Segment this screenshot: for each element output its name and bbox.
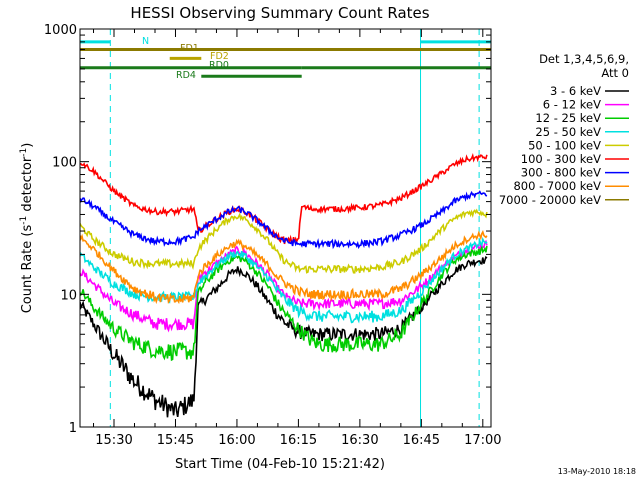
y-tick-label-3: 100 [52, 156, 77, 171]
time-markers [80, 29, 480, 427]
legend-label-1: 3 - 6 keV [550, 84, 601, 98]
x-axis-label: Start Time (04-Feb-10 15:21:42) [175, 457, 385, 472]
legend-label-7: 300 - 800 keV [521, 166, 601, 180]
x-tick-label-4: 16:15 [280, 433, 317, 448]
y-axis: 1 10 100 1000 [44, 23, 491, 436]
flag-label-n: N [142, 36, 149, 47]
series-layer [80, 153, 488, 418]
y-tick-label-4: 1000 [44, 23, 77, 38]
series-line-3 [80, 244, 488, 362]
x-tick-label-5: 16:30 [341, 433, 378, 448]
x-tick-label-2: 15:45 [157, 433, 194, 448]
chart-title: HESSI Observing Summary Count Rates [130, 4, 429, 22]
legend-label-2: 6 - 12 keV [543, 98, 601, 112]
legend-label-3: 12 - 25 keV [535, 111, 601, 125]
y-axis-label-part-1: Count Rate (s [20, 225, 35, 314]
legend-label-8: 800 - 7000 keV [513, 179, 601, 193]
y-axis-label-sup-1: -1 [19, 216, 29, 225]
flag-label-fd1: FD1 [180, 43, 199, 54]
footer-date: 13-May-2010 18:18 [558, 467, 636, 476]
legend-label-4: 25 - 50 keV [535, 125, 601, 139]
legend-label-6: 100 - 300 keV [521, 152, 601, 166]
y-tick-label-2: 10 [60, 288, 77, 303]
x-tick-label-3: 16:00 [218, 433, 255, 448]
series-line-5 [80, 208, 488, 274]
x-axis: 15:30 15:45 16:00 16:15 16:30 16:45 17:00 [93, 29, 502, 448]
series-line-1 [80, 255, 488, 418]
series-line-7 [80, 190, 488, 250]
series-line-6 [80, 153, 488, 245]
series-line-4 [80, 236, 488, 324]
flag-label-rd4: RD4 [176, 70, 196, 81]
x-tick-label-1: 15:30 [95, 433, 132, 448]
y-axis-label-sup-2: -1 [19, 148, 29, 157]
series-line-2 [80, 239, 488, 333]
legend-label-9: 7000 - 20000 keV [499, 193, 601, 207]
legend-header-1: Det 1,3,4,5,6,9, [539, 52, 629, 66]
y-tick-label-1: 1 [69, 421, 77, 436]
plot-frame [79, 28, 492, 428]
series-line-8 [80, 229, 488, 305]
flag-label-rd0: RD0 [209, 60, 229, 71]
y-axis-label-part-3: ) [20, 143, 35, 148]
legend-header-2: Att 0 [601, 66, 629, 80]
y-axis-label-part-2: detector [20, 156, 35, 216]
legend-label-5: 50 - 100 keV [528, 138, 601, 152]
x-tick-label-7: 17:00 [464, 433, 501, 448]
flag-label-fd2: FD2 [210, 51, 229, 62]
y-axis-label: Count Rate (s-1 detector-1) [19, 143, 35, 314]
x-tick-label-6: 16:45 [403, 433, 440, 448]
